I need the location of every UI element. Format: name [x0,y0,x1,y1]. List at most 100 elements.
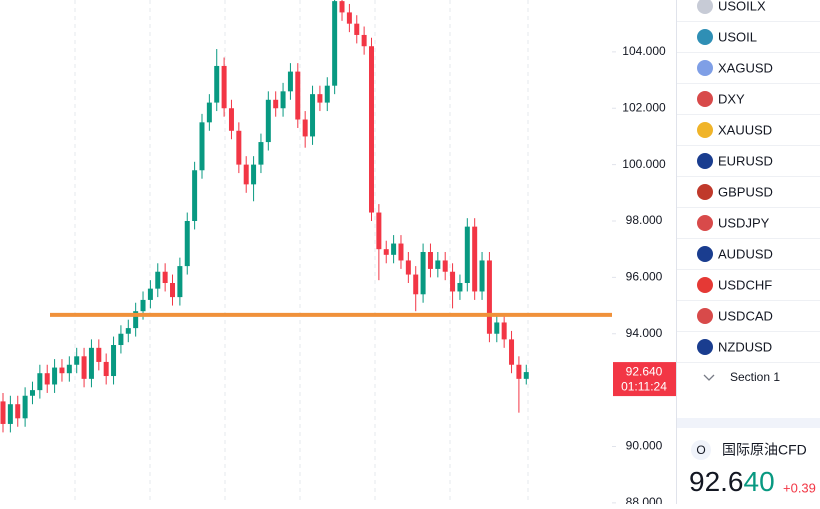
candle-body [361,34,367,47]
candle-body [442,260,448,272]
candle-body [376,212,382,250]
quote-name[interactable]: 国际原油CFD [722,442,807,458]
plot [0,0,612,433]
y-tick-label: 96.000 [626,270,663,284]
symbol-icon [697,215,713,231]
candle-body [7,404,13,424]
price-tail: 40 [744,466,775,497]
symbol[interactable]: USDCAD [718,308,773,323]
last-price-label: 92.640 [626,364,663,378]
candle-body [88,347,94,379]
candle-body [265,99,271,143]
symbol-icon [697,184,713,200]
candle-body [243,164,249,185]
candle-body [302,119,308,137]
candle-body [464,226,470,284]
candle-body [258,142,264,165]
candle-body [369,46,374,213]
quote-price: 92.640 [689,466,775,497]
quote-badge-bg [691,440,711,460]
symbol[interactable]: XAGUSD [718,60,773,75]
candle-body [324,85,330,103]
symbol[interactable]: AUDUSD [718,246,773,261]
symbol-icon [697,308,713,324]
candle-body [391,243,397,255]
candle-body [501,322,507,340]
symbol-icon [697,60,713,76]
symbol[interactable]: USDJPY [718,215,770,230]
candle-body [214,65,220,103]
price-main: 92.6 [689,466,744,497]
candle-body [354,23,360,35]
candle-body [192,170,198,221]
candle-body [486,260,492,334]
candle-body [405,260,411,275]
symbol[interactable]: NZDUSD [718,339,772,354]
candle-body [155,271,161,289]
candle-body [52,367,58,385]
y-tick-label: 104.000 [622,44,666,58]
candle-body [184,220,190,267]
candle-body [15,404,21,419]
candle-body [346,12,352,24]
candle-body [221,65,227,109]
candle-body [22,395,28,419]
candle-body [427,252,433,269]
candle-body [398,243,404,261]
quote-badge: O [696,443,705,457]
symbol[interactable]: USOIL [718,29,757,44]
candle-body [295,71,301,120]
candle-body [103,361,109,377]
candle-body [81,356,87,379]
candle-body [332,1,338,86]
candle-body [420,252,426,295]
quote-change: +0.39 [783,480,816,495]
symbol-icon [697,246,713,262]
symbol[interactable]: USDCHF [718,277,772,292]
y-tick-label: 102.000 [622,100,666,114]
candle-body [383,249,389,255]
candle-body [133,311,139,329]
symbol[interactable]: GBPUSD [718,184,773,199]
candle-body [96,347,102,362]
panel-gap [677,418,820,428]
y-tick-label: 94.000 [626,326,663,340]
candle-body [170,283,176,298]
candle-body [494,322,500,334]
candle-body [177,266,183,298]
candle-body [317,94,323,103]
candle-body [37,373,43,391]
candle-body [111,345,117,377]
symbol[interactable]: EURUSD [718,153,773,168]
candle-body [516,364,522,379]
last-price-box [613,362,676,397]
time-grid [74,0,529,504]
candle-body [435,260,441,269]
candle-body [287,71,293,92]
candle-body [280,91,286,109]
candle-body [44,373,50,385]
candle-body [199,122,205,171]
candle-body [509,339,515,365]
symbol[interactable]: DXY [718,91,745,106]
candle-body [29,390,35,396]
symbol-icon [697,0,713,14]
y-tick-label: 98.000 [626,213,663,227]
candle-body [479,260,485,292]
y-tick-label: 90.000 [626,439,663,453]
candle-body [0,401,6,424]
symbol-icon [697,153,713,169]
candle-body [450,271,456,292]
candle-body [140,299,146,312]
symbol[interactable]: USOILX [718,0,766,13]
candle-body [125,328,131,334]
symbol-icon [697,29,713,45]
section-label[interactable]: Section 1 [730,370,780,384]
candle-body [339,1,345,13]
candle-body [206,102,212,123]
symbol[interactable]: XAUUSD [718,122,772,137]
candle-body [523,372,529,379]
candle-body [273,99,279,109]
candle-body [472,226,478,292]
